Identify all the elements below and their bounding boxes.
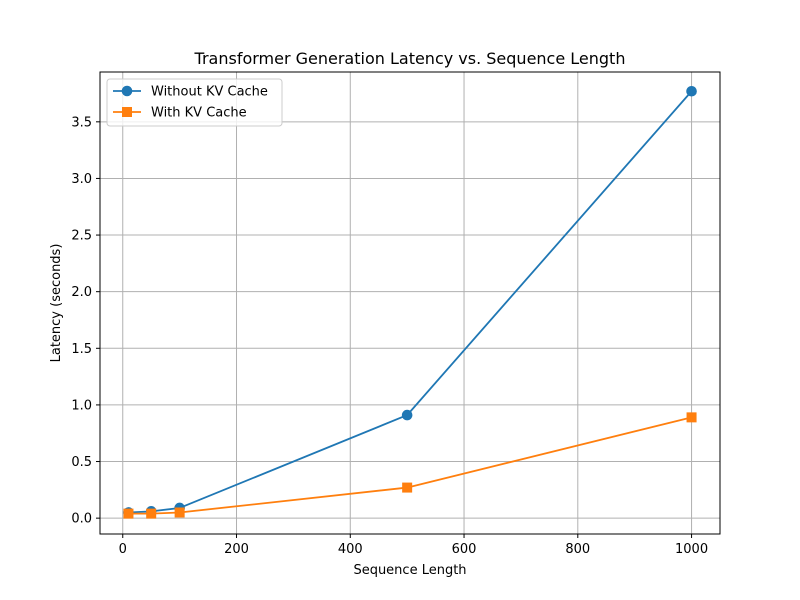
data-point-with-kv-cache (123, 508, 134, 519)
y-axis-label: Latency (seconds) (49, 244, 64, 363)
grid-lines (100, 72, 720, 534)
y-tick-label: 0.0 (71, 512, 92, 527)
legend-label: With KV Cache (151, 106, 247, 121)
x-axis-label: Sequence Length (353, 563, 466, 578)
y-tick-label: 1.0 (71, 398, 92, 413)
axis-ticks: 0 200 400 600 800 1000 0.0 0.5 1.0 1.5 2.0 2.5 3.0 3.… (71, 115, 708, 557)
y-tick-label: 1.5 (71, 342, 92, 357)
x-tick-label: 600 (452, 542, 477, 557)
legend-item-without-kv-cache: Without KV Cache (113, 85, 268, 100)
series-with-kv-cache (123, 412, 697, 519)
y-tick-label: 3.0 (71, 172, 92, 187)
legend-items: Without KV Cache With KV Cache (113, 85, 268, 121)
data-point-with-kv-cache (402, 482, 413, 493)
plot-frame (99, 71, 721, 535)
legend-marker (121, 85, 133, 97)
data-series (123, 85, 697, 519)
legend-label: Without KV Cache (151, 85, 268, 100)
x-tick-label: 0 (119, 542, 127, 557)
y-tick-label: 3.5 (71, 115, 92, 130)
y-tick-label: 2.5 (71, 229, 92, 244)
data-point-with-kv-cache (686, 412, 697, 423)
legend-marker (122, 107, 132, 117)
x-tick-label: 400 (338, 542, 363, 557)
data-point-with-kv-cache (146, 508, 157, 519)
y-tick-label: 2.0 (71, 285, 92, 300)
y-tick-label: 0.5 (71, 455, 92, 470)
x-tick-label: 200 (224, 542, 249, 557)
data-point-with-kv-cache (174, 507, 185, 518)
legend-item-with-kv-cache: With KV Cache (113, 106, 247, 121)
data-point-without-kv-cache (686, 85, 697, 97)
x-tick-label: 800 (565, 542, 590, 557)
legend-box (106, 78, 283, 127)
x-tick-label: 1000 (675, 542, 708, 557)
data-point-without-kv-cache (401, 409, 413, 421)
legend: Without KV Cache With KV Cache (106, 78, 283, 127)
chart-title: Transformer Generation Latency vs. Seque… (194, 49, 626, 68)
